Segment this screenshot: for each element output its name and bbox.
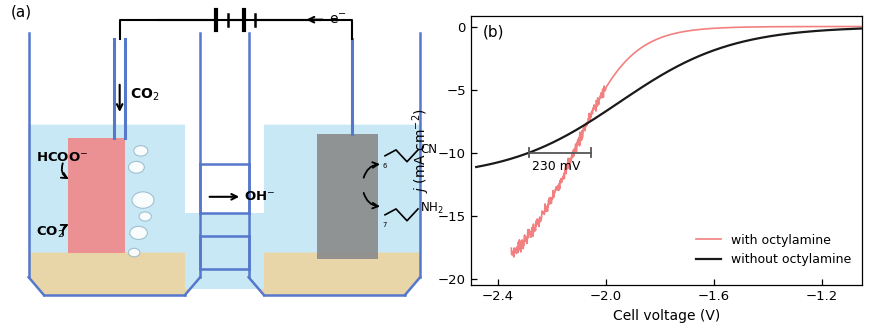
Text: OH$^{-}$: OH$^{-}$ <box>245 190 275 203</box>
Text: 230 mV: 230 mV <box>532 160 580 174</box>
with octylamine <box>747 25 758 29</box>
with octylamine <box>787 25 797 29</box>
without octylamine <box>729 42 739 46</box>
with octylamine <box>661 34 671 38</box>
with octylamine <box>857 25 868 29</box>
Text: (b): (b) <box>482 25 504 39</box>
without octylamine <box>570 128 581 132</box>
Polygon shape <box>29 253 201 295</box>
Polygon shape <box>249 253 421 295</box>
X-axis label: Cell voltage (V): Cell voltage (V) <box>613 309 720 323</box>
Circle shape <box>130 226 148 239</box>
without octylamine <box>471 165 481 169</box>
Line: without octylamine: without octylamine <box>476 29 862 167</box>
Polygon shape <box>185 115 264 213</box>
with octylamine <box>506 246 517 250</box>
Circle shape <box>132 192 154 208</box>
Polygon shape <box>29 125 201 295</box>
Circle shape <box>128 248 140 257</box>
Polygon shape <box>185 213 264 289</box>
Text: $_7$: $_7$ <box>382 220 388 230</box>
Text: e$^{-}$: e$^{-}$ <box>329 13 347 27</box>
without octylamine <box>762 35 773 39</box>
Text: NH$_2$: NH$_2$ <box>421 201 444 216</box>
with octylamine <box>509 255 519 259</box>
with octylamine <box>649 39 659 43</box>
Text: $_6$: $_6$ <box>382 161 388 171</box>
FancyBboxPatch shape <box>69 138 126 253</box>
Text: HCOO$^{-}$: HCOO$^{-}$ <box>36 151 88 164</box>
Circle shape <box>139 212 151 221</box>
without octylamine <box>646 80 656 84</box>
without octylamine <box>539 144 550 148</box>
Legend: with octylamine, without octylamine: with octylamine, without octylamine <box>691 229 856 271</box>
Text: CO$_2$: CO$_2$ <box>130 87 159 103</box>
with octylamine <box>542 209 553 213</box>
without octylamine <box>699 52 709 56</box>
Text: CO$_2$: CO$_2$ <box>36 225 64 240</box>
with octylamine <box>781 25 791 29</box>
without octylamine <box>857 27 868 31</box>
Text: CN: CN <box>421 143 437 156</box>
Text: (a): (a) <box>11 5 33 20</box>
Y-axis label: $j$ (mA cm$^{-2}$): $j$ (mA cm$^{-2}$) <box>411 109 432 193</box>
Circle shape <box>128 161 144 173</box>
Line: with octylamine: with octylamine <box>511 27 862 257</box>
Circle shape <box>134 146 148 156</box>
FancyBboxPatch shape <box>317 134 378 259</box>
Polygon shape <box>249 125 421 295</box>
